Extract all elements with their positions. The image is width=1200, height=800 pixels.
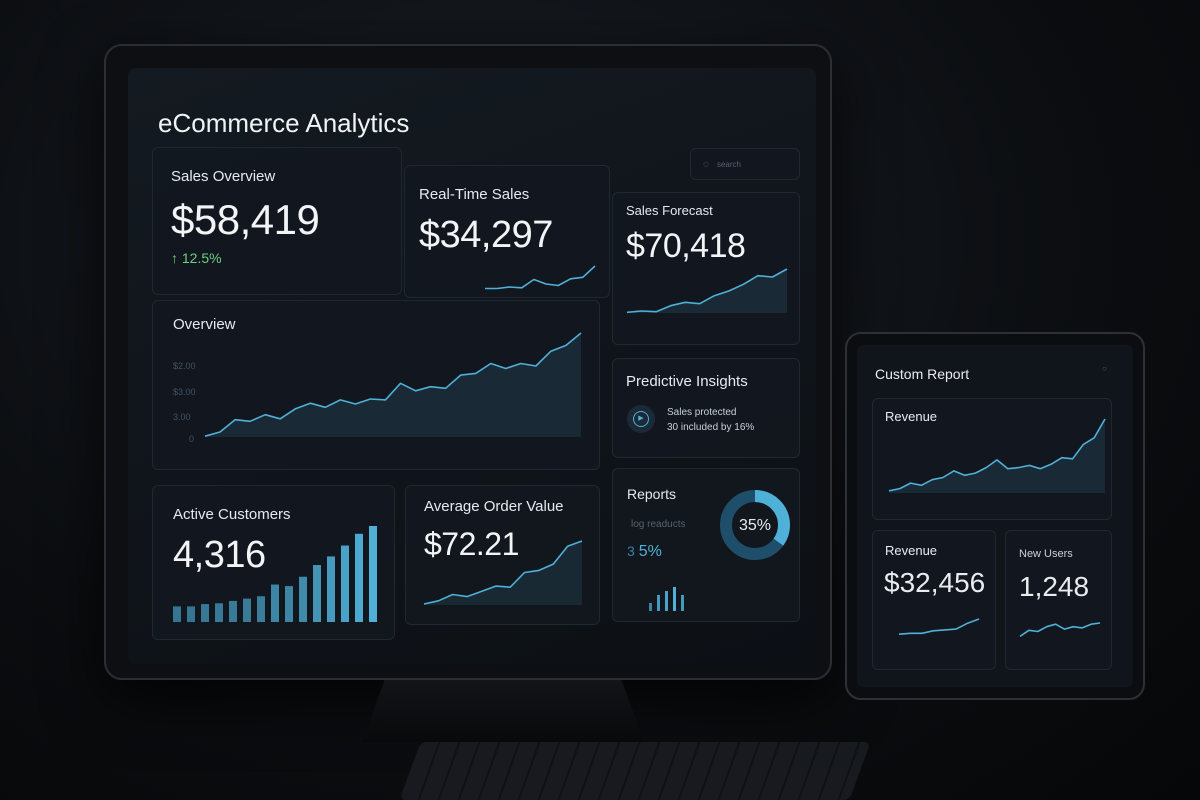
area-fill: [205, 333, 581, 437]
bar: [657, 595, 660, 611]
revenue-card[interactable]: Revenue $32,456: [872, 530, 996, 670]
y-tick: 3.00: [173, 412, 191, 422]
sales-change: 12.5%: [181, 250, 222, 266]
area-fill: [889, 419, 1105, 493]
bar: [665, 591, 668, 611]
bar: [229, 600, 237, 622]
card-title: Sales Forecast: [626, 203, 713, 218]
bar: [285, 586, 293, 622]
bar: [673, 587, 676, 611]
area-fill: [424, 541, 582, 605]
series-line: [626, 268, 788, 314]
monitor-stand: [362, 680, 644, 742]
bar: [173, 606, 181, 622]
reports-subtitle: log readucts: [631, 519, 686, 530]
bar: [341, 545, 349, 622]
search-icon: ◌: [703, 158, 709, 170]
card-title: Average Order Value: [424, 498, 564, 515]
series-line: [423, 540, 583, 605]
arrow-up-icon: ↑: [171, 250, 178, 266]
card-title: New Users: [1019, 548, 1073, 560]
bar: [187, 606, 195, 622]
bar: [201, 604, 209, 622]
new-users-value: 1,248: [1019, 571, 1090, 602]
y-tick: 0: [189, 434, 195, 444]
donut-segment: [720, 490, 790, 560]
aov-chart: [423, 540, 583, 605]
play-icon[interactable]: ▶: [627, 405, 655, 433]
y-tick: $2.00: [173, 361, 196, 371]
sales-overview-value: $58,419: [171, 196, 320, 243]
sales-forecast-value: $70,418: [626, 227, 746, 265]
active-customers-bar-chart: [173, 526, 377, 622]
reports-donut-chart: [720, 490, 790, 560]
series-line: [204, 332, 582, 437]
revenue-line-chart: [888, 418, 1106, 493]
card-title: Sales Overview: [171, 168, 276, 185]
bar: [257, 596, 265, 622]
card-title: Revenue: [885, 543, 938, 558]
real-time-sales-sparkline: [485, 265, 596, 290]
card-title: Reports: [627, 486, 677, 502]
revenue-chart-card[interactable]: Revenue: [872, 398, 1112, 520]
predictive-insights-card[interactable]: Predictive Insights ▶ Sales protected 30…: [612, 358, 800, 458]
revenue-value: $32,456: [884, 567, 986, 598]
insight-line: Sales protected: [667, 407, 737, 418]
bar: [369, 526, 377, 622]
series-line: [898, 618, 980, 635]
reports-bar-chart: [649, 587, 684, 611]
bar: [355, 533, 363, 622]
card-title: Predictive Insights: [626, 373, 748, 390]
insight-line: 30 included by 16%: [667, 422, 755, 433]
settings-icon[interactable]: ○: [1102, 364, 1107, 373]
bar: [271, 584, 279, 622]
bar: [243, 598, 251, 622]
card-title: Overview: [173, 316, 236, 333]
card-title: Active Customers: [173, 506, 291, 523]
sales-forecast-card[interactable]: Sales Forecast $70,418: [612, 192, 800, 345]
bar: [215, 603, 223, 622]
reports-count: 3: [627, 543, 635, 559]
page-title: eCommerce Analytics: [158, 108, 410, 138]
reports-percent: 5%: [638, 543, 662, 560]
aov-value: $72.21: [424, 526, 519, 562]
real-time-sales-value: $34,297: [419, 214, 553, 256]
card-title: Real-Time Sales: [419, 186, 530, 203]
donut-label: 35%: [738, 517, 772, 534]
bar: [299, 576, 307, 622]
keyboard: [399, 742, 871, 800]
reports-card[interactable]: Reports log readucts 3 5% 35%: [612, 468, 800, 622]
bar: [327, 556, 335, 622]
card-title: Revenue: [885, 409, 938, 424]
series-line: [888, 418, 1106, 492]
series-line: [485, 265, 596, 290]
new-users-card[interactable]: New Users 1,248: [1005, 530, 1112, 670]
bar: [681, 595, 684, 611]
bar: [649, 603, 652, 611]
area-fill: [627, 269, 787, 313]
active-customers-card[interactable]: Active Customers 4,316: [152, 485, 395, 640]
search-input[interactable]: ◌ search: [690, 148, 800, 180]
search-placeholder: search: [716, 159, 741, 169]
bar: [313, 565, 321, 622]
sales-forecast-chart: [626, 268, 788, 314]
sales-overview-card[interactable]: Sales Overview $58,419 ↑ 12.5%: [152, 147, 402, 295]
real-time-sales-card[interactable]: Real-Time Sales $34,297: [404, 165, 610, 298]
overview-card[interactable]: Overview $2.00 $3.00 3.00 0: [152, 300, 600, 470]
series-line: [1019, 622, 1101, 638]
y-tick: $3.00: [173, 387, 196, 397]
active-customers-value: 4,316: [173, 534, 266, 576]
average-order-value-card[interactable]: Average Order Value $72.21: [405, 485, 600, 625]
overview-chart: [204, 332, 582, 437]
new-users-sparkline: [1019, 622, 1101, 638]
revenue-sparkline: [898, 618, 980, 635]
custom-report-title: Custom Report: [875, 366, 970, 382]
